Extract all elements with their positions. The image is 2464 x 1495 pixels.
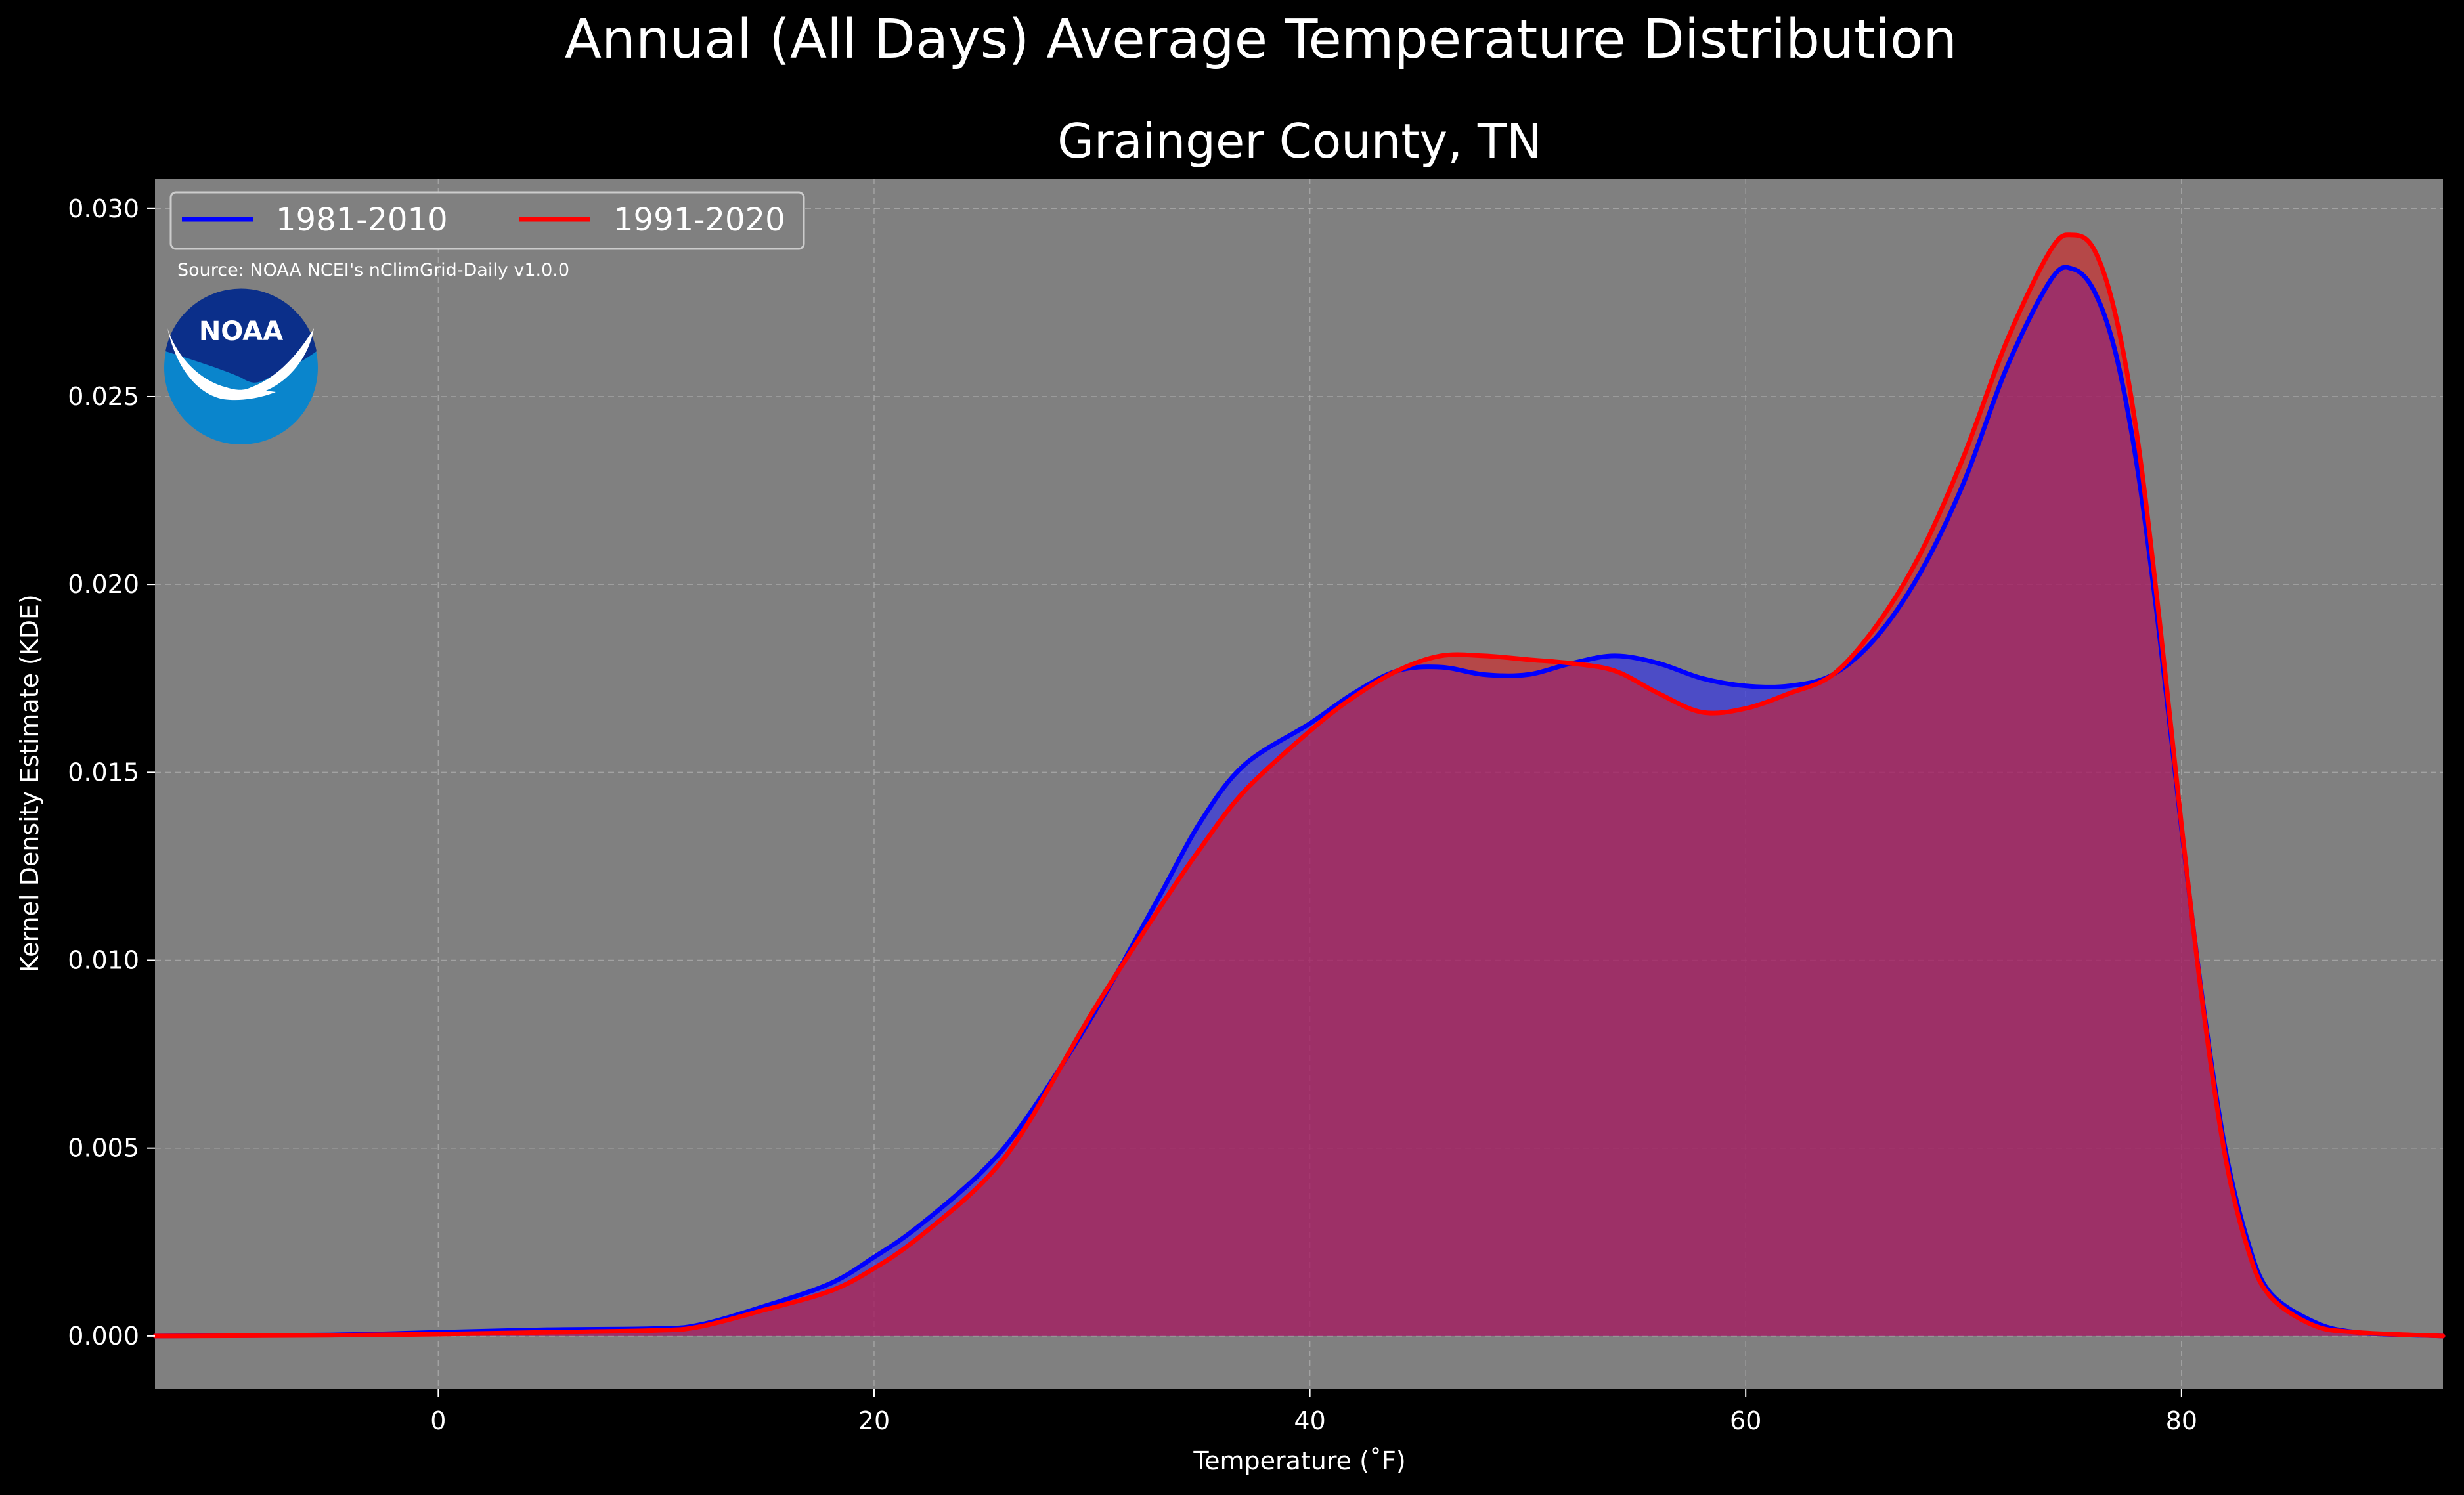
x-tick-label: 40	[1294, 1406, 1325, 1435]
y-tick-label: 0.025	[68, 382, 139, 411]
y-tick-label: 0.015	[68, 758, 139, 787]
chart-title: Grainger County, TN	[1057, 114, 1542, 169]
series-line-1991-2020	[152, 232, 2446, 1339]
legend: 1981-2010 1991-2020	[169, 191, 805, 250]
y-axis-label: Kernel Density Estimate (KDE)	[15, 594, 44, 972]
x-tick-label: 60	[1730, 1406, 1761, 1435]
noaa-logo: NOAA	[164, 288, 318, 444]
source-note: Source: NOAA NCEI's nClimGrid-Daily v1.0…	[177, 260, 569, 280]
y-tick-label: 0.020	[68, 570, 139, 599]
logo-text: NOAA	[199, 316, 283, 347]
legend-label-1991-2020: 1991-2020	[613, 202, 785, 238]
y-tick-label: 0.005	[68, 1134, 139, 1163]
logo-bird-wave	[167, 328, 314, 401]
logo-upper-half	[165, 288, 317, 383]
legend-label-1981-2010: 1981-2010	[276, 202, 448, 238]
x-axis-label: Temperature (˚F)	[1193, 1446, 1405, 1475]
axis-ticks: 0 20 40 60 80 0.000 0.005 0.010 0.015 0.020 0.025 0…	[68, 194, 2197, 1435]
y-tick-label: 0.000	[68, 1322, 139, 1351]
y-tick-label: 0.010	[68, 946, 139, 975]
x-tick-label: 80	[2166, 1406, 2197, 1435]
legend-box	[169, 191, 805, 250]
x-tick-label: 20	[858, 1406, 890, 1435]
series-layer	[152, 232, 2446, 1339]
x-tick-label: 0	[430, 1406, 446, 1435]
area-fill-1991-2020	[155, 234, 2443, 1336]
y-tick-label: 0.030	[68, 194, 139, 223]
figure-suptitle: Annual (All Days) Average Temperature Di…	[565, 9, 1957, 71]
